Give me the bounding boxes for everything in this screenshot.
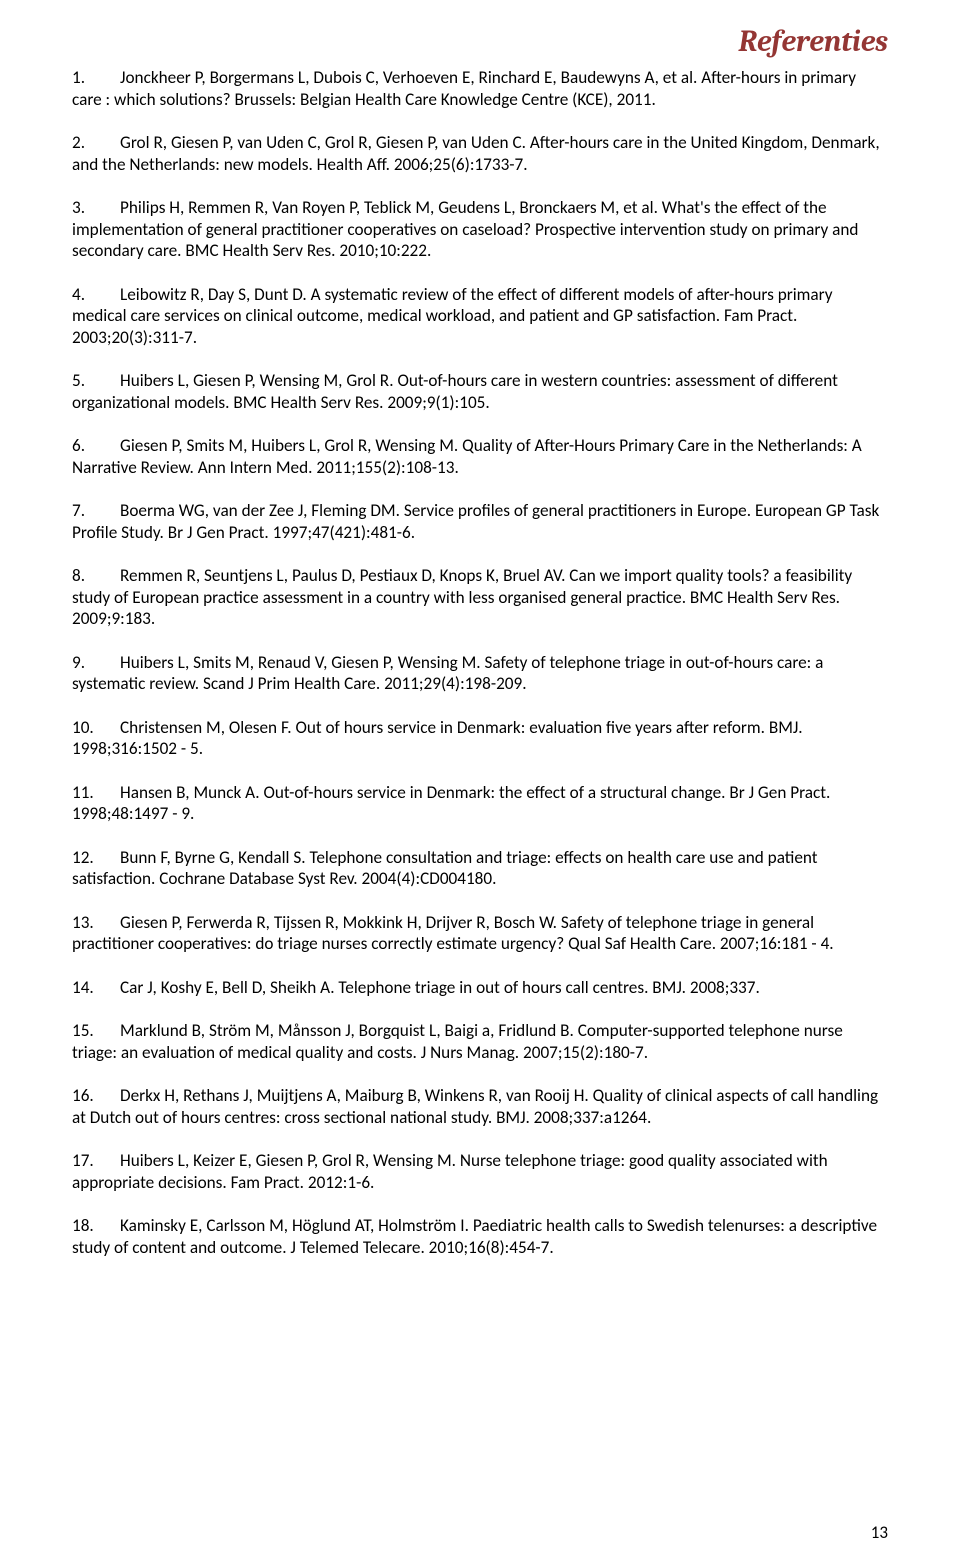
reference-item: 1.Jonckheer P, Borgermans L, Dubois C, V… xyxy=(72,67,888,110)
reference-item: 11.Hansen B, Munck A. Out-of-hours servi… xyxy=(72,782,888,825)
reference-number: 11. xyxy=(72,782,120,804)
reference-text: Christensen M, Olesen F. Out of hours se… xyxy=(72,717,803,760)
reference-number: 9. xyxy=(72,652,120,674)
reference-item: 14.Car J, Koshy E, Bell D, Sheikh A. Tel… xyxy=(72,977,888,999)
reference-text: Hansen B, Munck A. Out-of-hours service … xyxy=(72,782,830,825)
reference-item: 13.Giesen P, Ferwerda R, Tijssen R, Mokk… xyxy=(72,912,888,955)
reference-item: 2.Grol R, Giesen P, van Uden C, Grol R, … xyxy=(72,132,888,175)
reference-text: Huibers L, Keizer E, Giesen P, Grol R, W… xyxy=(72,1150,828,1193)
reference-text: Jonckheer P, Borgermans L, Dubois C, Ver… xyxy=(72,67,856,110)
references-list: 1.Jonckheer P, Borgermans L, Dubois C, V… xyxy=(72,67,888,1258)
reference-text: Remmen R, Seuntjens L, Paulus D, Pestiau… xyxy=(72,565,852,629)
reference-number: 6. xyxy=(72,435,120,457)
reference-number: 12. xyxy=(72,847,120,869)
reference-item: 3.Philips H, Remmen R, Van Royen P, Tebl… xyxy=(72,197,888,262)
reference-text: Philips H, Remmen R, Van Royen P, Teblic… xyxy=(72,197,858,261)
reference-item: 17.Huibers L, Keizer E, Giesen P, Grol R… xyxy=(72,1150,888,1193)
page-title: Referenties xyxy=(72,24,888,59)
page-number: 13 xyxy=(871,1522,888,1543)
reference-item: 15.Marklund B, Ström M, Månsson J, Borgq… xyxy=(72,1020,888,1063)
reference-number: 4. xyxy=(72,284,120,306)
reference-number: 10. xyxy=(72,717,120,739)
reference-text: Giesen P, Ferwerda R, Tijssen R, Mokkink… xyxy=(72,912,834,955)
reference-number: 1. xyxy=(72,67,120,89)
reference-text: Huibers L, Smits M, Renaud V, Giesen P, … xyxy=(72,652,823,695)
reference-text: Huibers L, Giesen P, Wensing M, Grol R. … xyxy=(72,370,838,413)
reference-item: 12.Bunn F, Byrne G, Kendall S. Telephone… xyxy=(72,847,888,890)
reference-item: 4.Leibowitz R, Day S, Dunt D. A systemat… xyxy=(72,284,888,349)
reference-text: Bunn F, Byrne G, Kendall S. Telephone co… xyxy=(72,847,818,890)
reference-text: Boerma WG, van der Zee J, Fleming DM. Se… xyxy=(72,500,879,543)
reference-item: 8.Remmen R, Seuntjens L, Paulus D, Pesti… xyxy=(72,565,888,630)
document-page: Referenties 1.Jonckheer P, Borgermans L,… xyxy=(0,0,960,1561)
reference-number: 3. xyxy=(72,197,120,219)
reference-number: 13. xyxy=(72,912,120,934)
reference-text: Derkx H, Rethans J, Muijtjens A, Maiburg… xyxy=(72,1085,878,1128)
reference-number: 5. xyxy=(72,370,120,392)
reference-text: Grol R, Giesen P, van Uden C, Grol R, Gi… xyxy=(72,132,880,175)
reference-number: 2. xyxy=(72,132,120,154)
reference-number: 15. xyxy=(72,1020,120,1042)
reference-item: 9.Huibers L, Smits M, Renaud V, Giesen P… xyxy=(72,652,888,695)
reference-number: 17. xyxy=(72,1150,120,1172)
reference-text: Leibowitz R, Day S, Dunt D. A systematic… xyxy=(72,284,833,348)
reference-item: 5.Huibers L, Giesen P, Wensing M, Grol R… xyxy=(72,370,888,413)
reference-number: 18. xyxy=(72,1215,120,1237)
reference-text: Kaminsky E, Carlsson M, Höglund AT, Holm… xyxy=(72,1215,877,1258)
reference-number: 16. xyxy=(72,1085,120,1107)
reference-item: 18.Kaminsky E, Carlsson M, Höglund AT, H… xyxy=(72,1215,888,1258)
reference-text: Car J, Koshy E, Bell D, Sheikh A. Teleph… xyxy=(120,977,760,998)
reference-number: 7. xyxy=(72,500,120,522)
reference-number: 14. xyxy=(72,977,120,999)
reference-text: Marklund B, Ström M, Månsson J, Borgquis… xyxy=(72,1020,843,1063)
reference-text: Giesen P, Smits M, Huibers L, Grol R, We… xyxy=(72,435,862,478)
reference-item: 6.Giesen P, Smits M, Huibers L, Grol R, … xyxy=(72,435,888,478)
reference-number: 8. xyxy=(72,565,120,587)
reference-item: 10.Christensen M, Olesen F. Out of hours… xyxy=(72,717,888,760)
reference-item: 16.Derkx H, Rethans J, Muijtjens A, Maib… xyxy=(72,1085,888,1128)
reference-item: 7.Boerma WG, van der Zee J, Fleming DM. … xyxy=(72,500,888,543)
